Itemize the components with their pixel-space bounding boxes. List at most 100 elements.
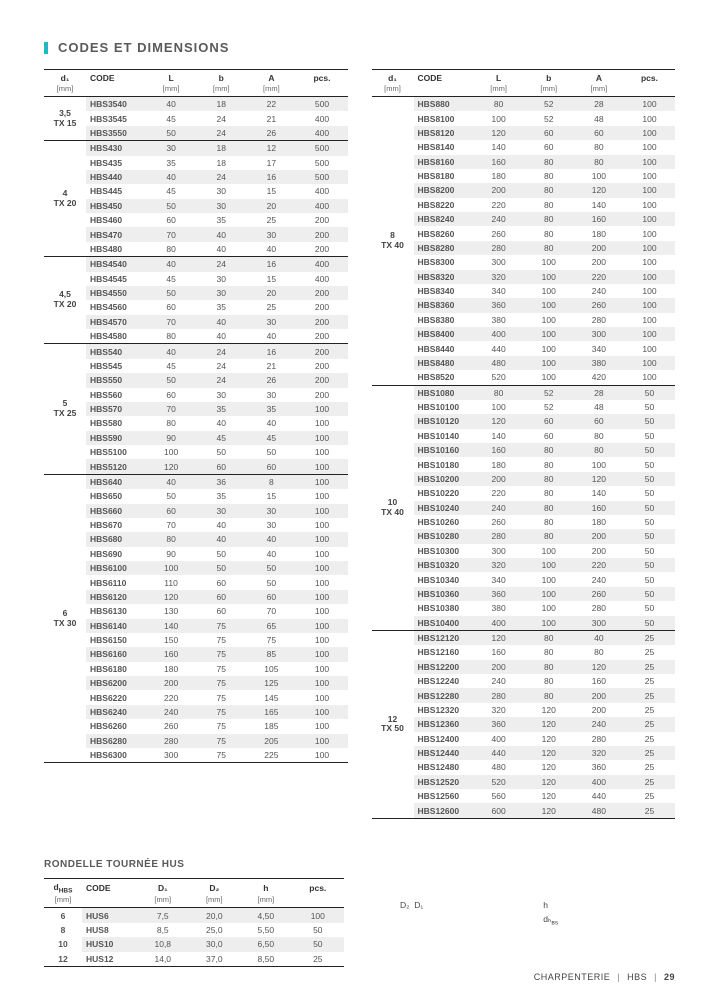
cell: 80 xyxy=(524,198,574,212)
cell-code: HBS650 xyxy=(86,489,146,503)
cell: 100 xyxy=(296,416,347,430)
cell-code: HBS12320 xyxy=(414,703,474,717)
cell: 30 xyxy=(246,518,296,532)
cell: 75 xyxy=(196,705,246,719)
cell: 200 xyxy=(574,255,624,269)
cell-code: HBS12160 xyxy=(414,645,474,659)
table-row: 10 TX 40HBS108080522850 xyxy=(372,385,676,400)
cell: 80 xyxy=(524,688,574,702)
cell: 80 xyxy=(574,645,624,659)
cell: 60 xyxy=(196,604,246,618)
cell-code: HUS10 xyxy=(82,937,137,951)
cell: 100 xyxy=(524,284,574,298)
cell: 25 xyxy=(624,630,675,645)
cell-code: HBS435 xyxy=(86,156,146,170)
table-row: 6HUS67,520,04,50100 xyxy=(44,908,344,923)
cell: 480 xyxy=(474,760,524,774)
thu-D1: [mm] xyxy=(137,895,189,908)
table-row: HBS826026080180100 xyxy=(372,226,676,240)
cell: 600 xyxy=(474,803,524,818)
th-dhbs: dHBS xyxy=(44,878,82,895)
table-row: HBS51001005050100 xyxy=(44,445,348,459)
cell: 80 xyxy=(524,457,574,471)
cell: 240 xyxy=(474,501,524,515)
table-row: HBS1034034010024050 xyxy=(372,572,676,586)
cell: 20,0 xyxy=(189,908,241,923)
table-row: HBS650503515100 xyxy=(44,489,348,503)
table-row: HBS1260060012048025 xyxy=(372,803,676,818)
cell: 300 xyxy=(146,748,196,763)
cell: 200 xyxy=(296,373,347,387)
cell: 30 xyxy=(196,199,246,213)
page-title: CODES ET DIMENSIONS xyxy=(58,40,229,55)
table-row: HBS8520520100420100 xyxy=(372,370,676,385)
table-row: HBS8300300100200100 xyxy=(372,255,676,269)
cell-code: HBS10120 xyxy=(414,414,474,428)
cell-code: HBS12120 xyxy=(414,630,474,645)
cell: 80 xyxy=(524,486,574,500)
table-row: HBS560603030200 xyxy=(44,388,348,402)
table-row: HBS445453015400 xyxy=(44,184,348,198)
cell: 65 xyxy=(246,619,296,633)
cell: 26 xyxy=(246,373,296,387)
th-L: L xyxy=(146,70,196,85)
cell: 52 xyxy=(524,97,574,112)
cell: 200 xyxy=(574,703,624,717)
cell: 50 xyxy=(624,443,675,457)
cell: 60 xyxy=(246,459,296,474)
cell: 18 xyxy=(196,156,246,170)
cell-code: HBS670 xyxy=(86,518,146,532)
cell: 110 xyxy=(146,575,196,589)
cell: 220 xyxy=(146,690,196,704)
cell: 165 xyxy=(246,705,296,719)
cell: 60 xyxy=(196,575,246,589)
cell-code: HUS8 xyxy=(82,923,137,937)
cell: 50 xyxy=(624,472,675,486)
table-row: HBS480804040200 xyxy=(44,242,348,257)
cell-code: HBS10400 xyxy=(414,616,474,631)
cell: 50 xyxy=(624,529,675,543)
cell: 80 xyxy=(146,242,196,257)
table-left: d₁ CODE L b A pcs. [mm] [mm] [mm] [mm] 3… xyxy=(44,69,348,763)
cell: 16 xyxy=(246,344,296,359)
cell: 60 xyxy=(196,590,246,604)
cell: 25 xyxy=(624,732,675,746)
cell: 100 xyxy=(296,734,347,748)
cell: 100 xyxy=(296,402,347,416)
table-row: HBS3545452421400 xyxy=(44,111,348,125)
cell: 400 xyxy=(296,199,347,213)
cell: 280 xyxy=(146,734,196,748)
cell: 100 xyxy=(524,298,574,312)
cell: 90 xyxy=(146,547,196,561)
cell: 18 xyxy=(196,141,246,156)
cell-code: HBS4545 xyxy=(86,272,146,286)
cell: 320 xyxy=(474,270,524,284)
cell: 280 xyxy=(474,688,524,702)
thu-b: [mm] xyxy=(196,84,246,97)
table-row: HBS818018080100100 xyxy=(372,169,676,183)
cell: 37,0 xyxy=(189,952,241,967)
cell: 80 xyxy=(146,416,196,430)
table-row: HBS570703535100 xyxy=(44,402,348,416)
cell: 140 xyxy=(574,198,624,212)
cell: 360 xyxy=(474,717,524,731)
cell: 320 xyxy=(574,746,624,760)
cell: 35 xyxy=(196,213,246,227)
cell: 100 xyxy=(524,572,574,586)
table-row: HBS1248048012036025 xyxy=(372,760,676,774)
cell: 520 xyxy=(474,370,524,385)
table-row: HBS61401407565100 xyxy=(44,619,348,633)
cell: 30 xyxy=(196,504,246,518)
cell: 240 xyxy=(574,717,624,731)
cell: 180 xyxy=(146,662,196,676)
cell: 140 xyxy=(574,486,624,500)
cell: 100 xyxy=(296,705,347,719)
cell: 25 xyxy=(624,688,675,702)
cell: 120 xyxy=(524,732,574,746)
cell: 25 xyxy=(246,213,296,227)
cell: 40 xyxy=(196,227,246,241)
cell: 200 xyxy=(574,529,624,543)
cell: 260 xyxy=(146,719,196,733)
group-label: 6 TX 30 xyxy=(44,474,86,763)
cell: 75 xyxy=(196,748,246,763)
